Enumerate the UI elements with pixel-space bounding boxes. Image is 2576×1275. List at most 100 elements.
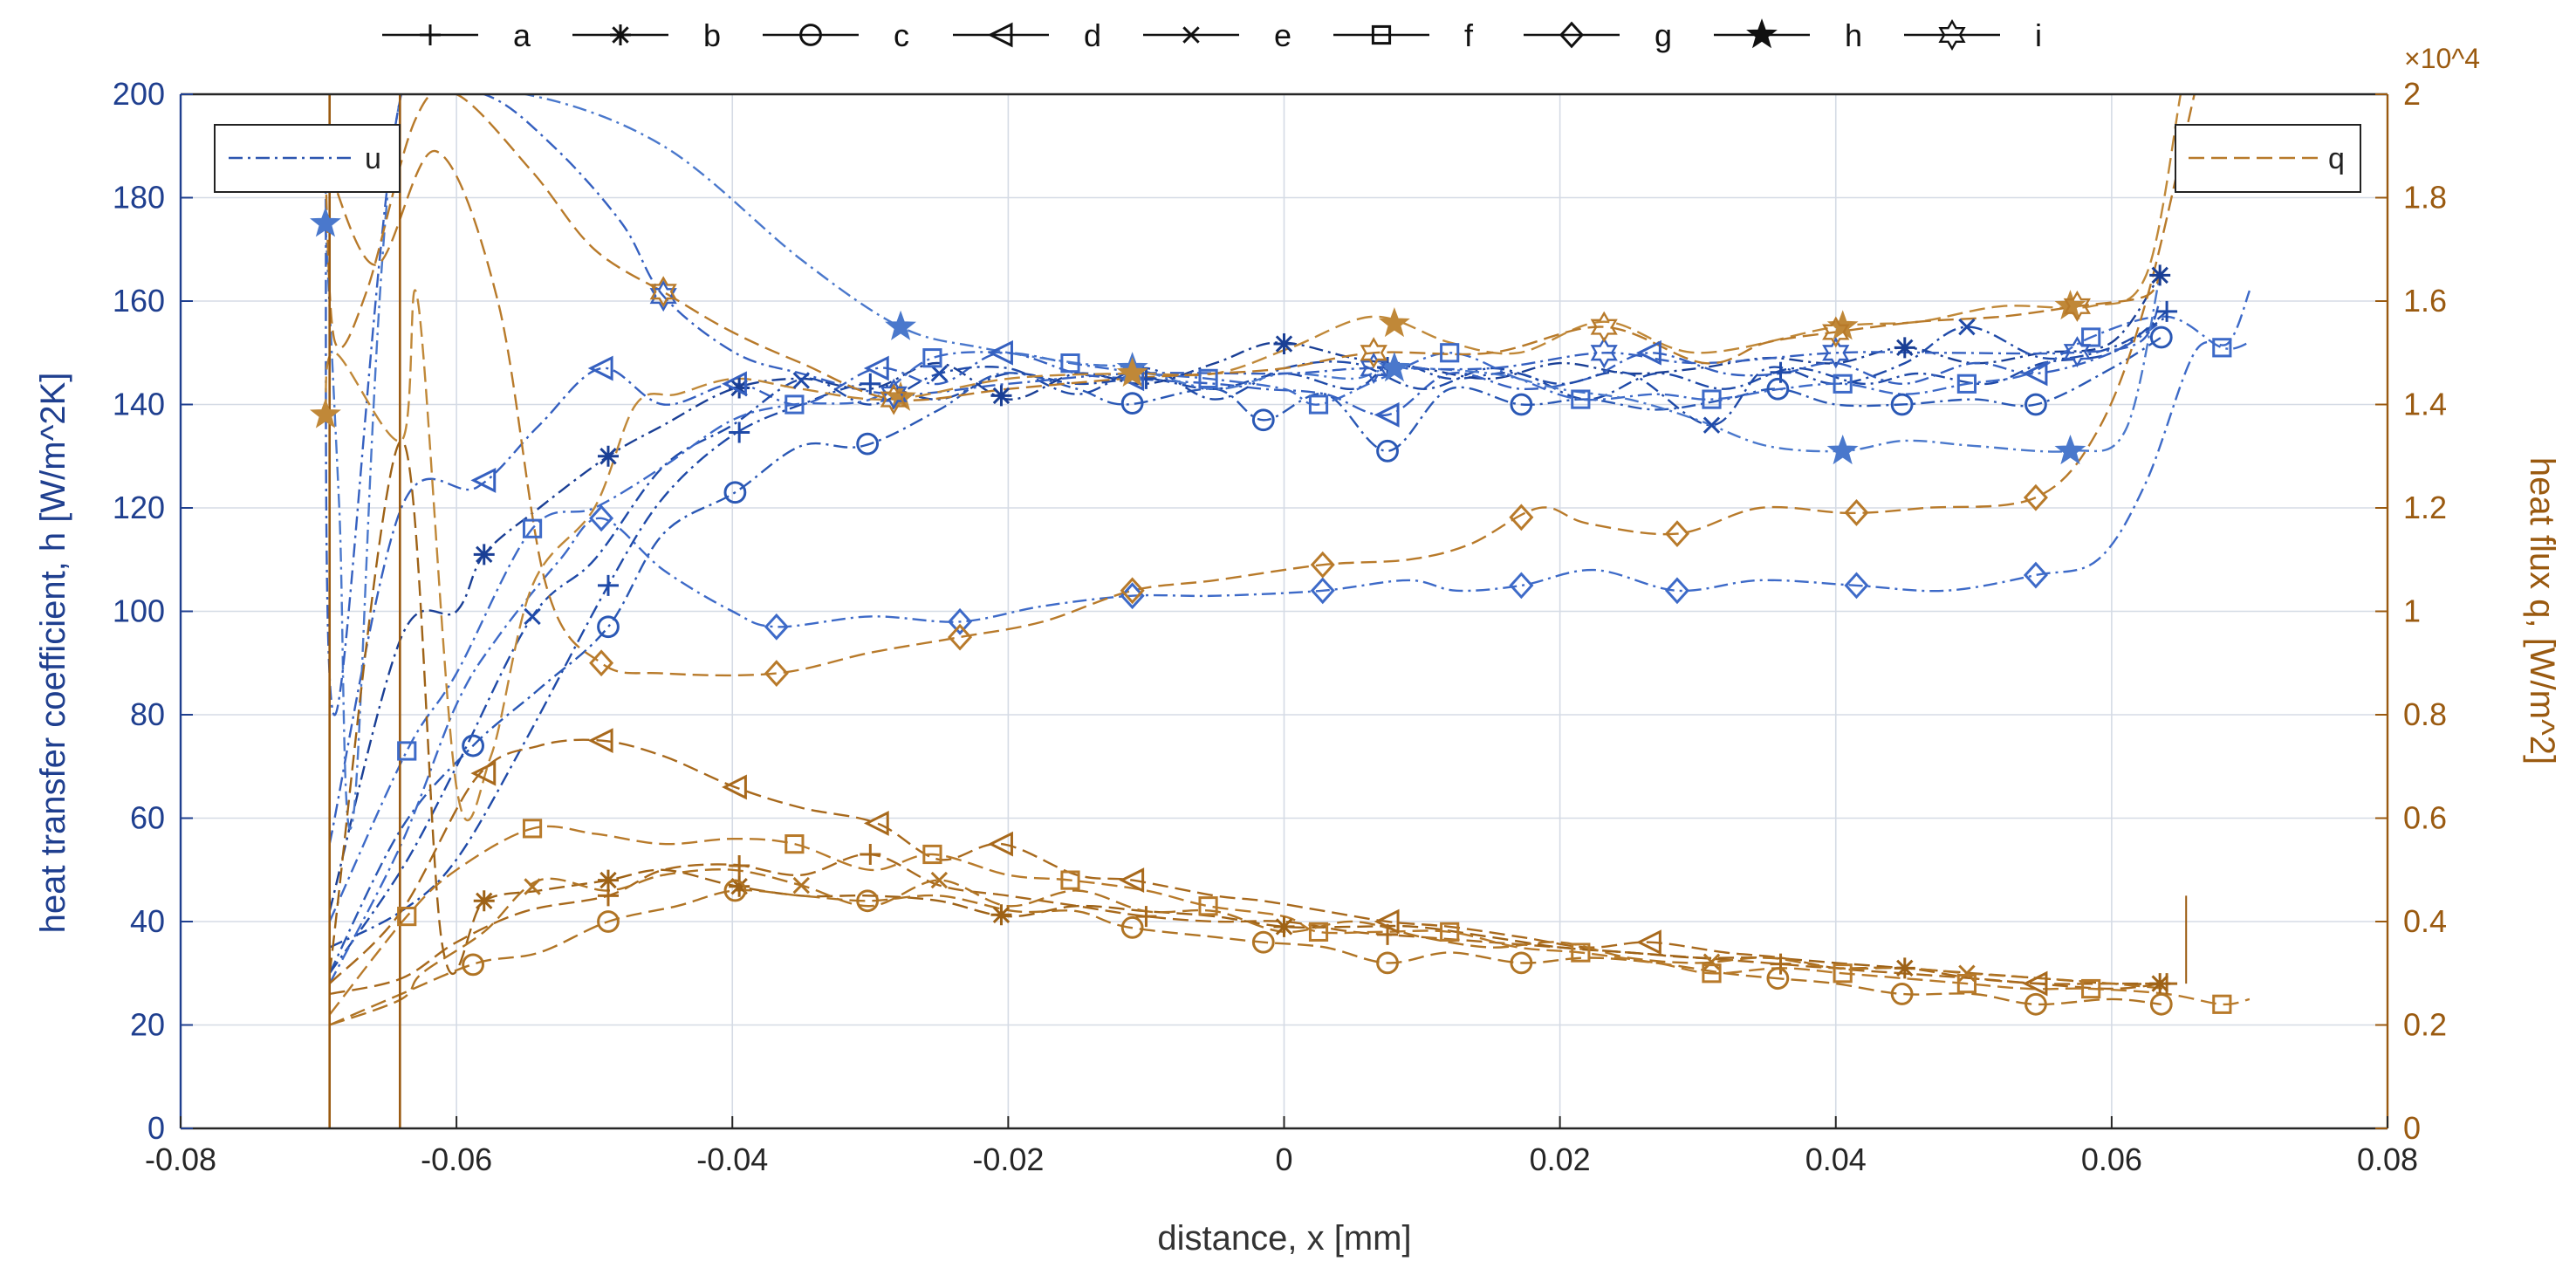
h-marker-i [1590,337,1618,369]
h-marker-b [1894,337,1915,359]
h-line-e [328,315,2168,974]
h-marker-g [1310,577,1335,605]
legend-label-b: b [703,17,721,53]
x-axis-label: distance, x [mm] [1157,1219,1411,1258]
h-line-b [328,274,2162,912]
q-marker-a [729,855,750,877]
y-left-tick-label: 160 [113,283,165,319]
h-marker-i [1360,352,1387,385]
q-marker-i [2063,290,2091,322]
q-marker-d [1636,929,1661,956]
marker-legend: a b c d e f g h i [382,17,2042,53]
y-left-tick-label: 200 [113,76,165,112]
q-line-i [324,94,2162,401]
q-marker-i [880,383,908,415]
q-marker-d [587,728,613,754]
gridlines [180,93,2388,1129]
legend-label-h: h [1845,17,1862,53]
q-marker-g [1844,498,1869,526]
h-marker-a [597,574,619,596]
q-marker-b [597,869,619,891]
q-marker-f [397,906,417,927]
q-marker-f [1571,943,1591,963]
q-marker-g [1310,551,1335,579]
h-marker-h [885,310,916,340]
q-marker-h [310,398,341,428]
y-right-tick-label: 1 [2403,593,2421,629]
q-marker-g [2023,483,2048,511]
q-marker-f [1702,963,1722,984]
q-line-g [328,94,2196,677]
y-left-tick-label: 100 [113,593,165,629]
y-right-tick-label: 0 [2403,1110,2421,1146]
q-marker-b [1894,957,1915,979]
h-marker-g [764,613,789,641]
q-marker-f [1198,896,1218,916]
q-line-h [324,94,2182,822]
legend-marker-i [1938,18,1966,51]
x-tick-label: -0.02 [972,1141,1044,1177]
h-marker-c [1510,393,1533,416]
legend-marker-f [1371,24,1392,45]
h-marker-d [1636,339,1661,366]
right-style-legend: q [2175,124,2361,193]
legend-marker-d [987,22,1013,48]
q-marker-c [2024,992,2047,1016]
h-marker-e [1958,318,1976,336]
h-line-f [328,315,2251,922]
h-marker-d [988,339,1013,366]
q-marker-e [1702,953,1721,970]
q-marker-h [1116,357,1148,387]
q-marker-d [2022,970,2048,997]
q-marker-c [1890,983,1914,1005]
q-marker-g [948,623,973,651]
legend-label-f: f [1464,17,1474,53]
q-line-b [328,439,2168,985]
q-marker-c [597,910,620,933]
h-marker-f [1833,374,1853,394]
q-marker-d [722,774,747,800]
q-marker-d [863,810,889,836]
q-marker-a [860,843,881,865]
h-line-g [328,290,2251,984]
h-marker-i [880,378,908,410]
q-marker-g [1509,504,1534,531]
h-marker-i [2063,336,2091,368]
q-marker-g [1120,577,1145,605]
h-marker-d [863,355,889,381]
q-marker-f [522,819,543,839]
q-marker-g [589,649,614,677]
axes [179,93,2389,1130]
h-marker-f [1571,389,1591,409]
h-marker-d [722,371,747,397]
x-tick-label: -0.08 [145,1141,216,1177]
q-marker-b [729,875,750,897]
y-right-tick-label: 0.2 [2403,1007,2447,1043]
q-marker-f [1956,974,1977,994]
x-tick-label: 0.06 [2081,1141,2142,1177]
q-marker-b [473,890,495,912]
q-marker-g [764,660,789,688]
h-marker-c [462,734,484,757]
h-line-d [328,320,2162,845]
y-left-tick-label: 120 [113,490,165,525]
h-marker-f [1702,389,1722,409]
h-marker-b [1273,333,1295,355]
y-left-tick-label: 180 [113,180,165,216]
h-marker-f [1440,343,1460,363]
q-marker-e [792,876,810,895]
h-marker-g [1120,582,1145,610]
y-left-tick-label: 60 [130,800,165,836]
h-marker-c [856,432,880,456]
h-marker-c [1890,393,1914,416]
q-line-a [329,853,2168,996]
q-marker-d [988,831,1013,857]
q-marker-c [856,889,880,913]
h-marker-f [922,348,942,368]
right-style-legend-label: q [2328,142,2345,175]
q-marker-c [723,879,747,902]
x-tick-label: 0.02 [1530,1141,1591,1177]
h-marker-g [948,607,973,635]
h-marker-a [860,373,881,394]
series-markers [310,155,2232,1016]
